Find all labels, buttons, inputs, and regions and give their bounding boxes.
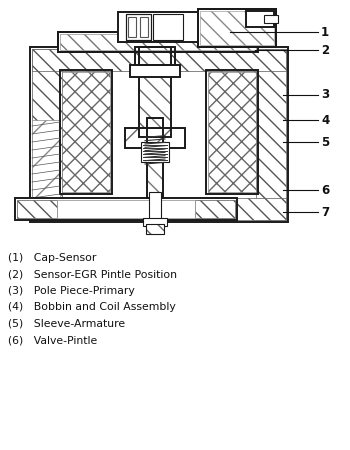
Bar — [118, 12, 198, 42]
Text: 2: 2 — [321, 44, 329, 57]
Bar — [139, 47, 171, 65]
Bar — [62, 72, 110, 192]
Text: (6)   Valve-Pintle: (6) Valve-Pintle — [8, 336, 97, 346]
Bar — [135, 47, 175, 71]
Bar — [135, 47, 175, 71]
Text: 5: 5 — [321, 135, 329, 148]
Bar — [198, 9, 276, 47]
Bar — [147, 118, 163, 198]
Bar — [60, 34, 256, 50]
Bar — [32, 120, 60, 200]
Bar — [32, 198, 286, 220]
Bar — [139, 72, 171, 137]
Bar — [256, 49, 286, 220]
Bar — [125, 128, 185, 148]
Bar — [128, 17, 136, 37]
Bar — [195, 200, 235, 218]
Text: (3)   Pole Piece-Primary: (3) Pole Piece-Primary — [8, 286, 135, 296]
Bar — [139, 72, 171, 137]
Bar — [146, 224, 164, 234]
Bar — [58, 32, 258, 52]
Bar — [264, 15, 278, 23]
Text: 4: 4 — [321, 113, 329, 126]
Bar — [139, 47, 171, 65]
Bar — [60, 70, 112, 194]
Text: (5)   Sleeve-Armature: (5) Sleeve-Armature — [8, 319, 125, 329]
Bar — [198, 9, 276, 47]
Bar — [58, 32, 258, 52]
Bar — [126, 14, 151, 40]
Bar — [143, 218, 167, 226]
Bar — [15, 198, 237, 220]
Bar — [32, 49, 62, 220]
Bar — [141, 142, 169, 162]
Text: 6: 6 — [321, 184, 329, 197]
Bar — [246, 11, 274, 27]
Text: 1: 1 — [321, 26, 329, 39]
Bar — [208, 72, 256, 192]
Bar — [200, 11, 274, 45]
Bar — [149, 192, 161, 220]
Bar — [125, 128, 185, 148]
Bar — [206, 70, 258, 194]
Bar — [57, 200, 195, 218]
Bar — [147, 118, 163, 198]
Bar — [30, 47, 288, 222]
Bar — [153, 14, 183, 40]
Bar — [17, 200, 57, 218]
Bar — [140, 17, 148, 37]
Text: (4)   Bobbin and Coil Assembly: (4) Bobbin and Coil Assembly — [8, 302, 176, 312]
Text: (2)   Sensor-EGR Pintle Position: (2) Sensor-EGR Pintle Position — [8, 270, 177, 279]
Bar — [146, 224, 164, 234]
Text: (1)   Cap-Sensor: (1) Cap-Sensor — [8, 253, 96, 263]
Bar — [32, 49, 286, 71]
Bar — [130, 65, 180, 77]
Text: 7: 7 — [321, 206, 329, 219]
Bar — [126, 14, 151, 40]
Text: 3: 3 — [321, 89, 329, 102]
